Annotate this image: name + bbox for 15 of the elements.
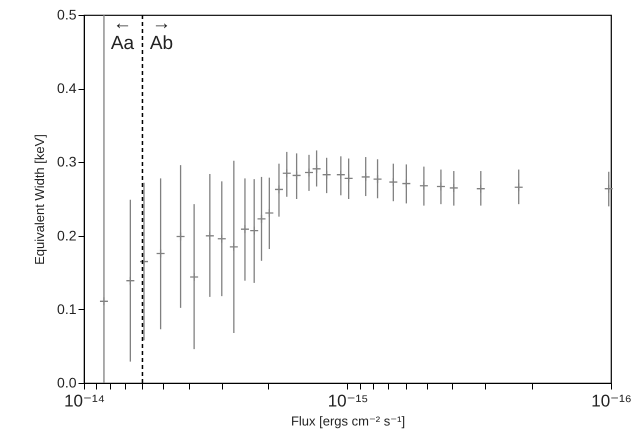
y-tick-label: 0.1 (57, 300, 77, 317)
y-axis-title: Equivalent Width [keV] (32, 134, 48, 265)
annotation: → (152, 13, 171, 34)
annotation: Ab (150, 33, 174, 54)
annotation: Aa (110, 33, 135, 54)
annotation: ← (112, 13, 132, 34)
x-axis-title: Flux [ergs cm⁻² s⁻¹] (290, 414, 406, 428)
x-tick-label: 10⁻¹⁵ (328, 392, 368, 410)
y-tick-label: 0.0 (57, 374, 77, 390)
x-tick-label: 10⁻¹⁶ (591, 392, 632, 410)
y-tick-label: 0.5 (57, 6, 77, 22)
y-tick-label: 0.4 (57, 80, 77, 96)
x-tick-label: 10⁻¹⁴ (64, 392, 105, 410)
y-tick-label: 0.2 (57, 227, 77, 244)
y-tick-label: 0.3 (57, 154, 77, 170)
